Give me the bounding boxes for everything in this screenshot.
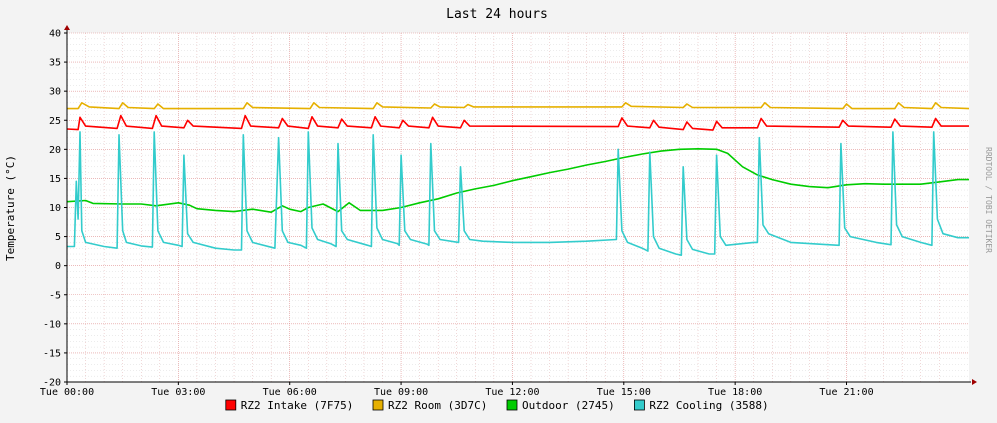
legend: RZ2 Intake (7F75) RZ2 Room (3D7C) Outdoor … bbox=[225, 399, 769, 412]
y-tick-label: 15 bbox=[49, 174, 61, 185]
legend-swatch-1 bbox=[372, 399, 384, 411]
chart-title: Last 24 hours bbox=[446, 7, 548, 22]
y-tick-label: 30 bbox=[49, 87, 61, 98]
y-tick-label: -10 bbox=[43, 319, 61, 330]
x-tick-label: Tue 12:00 bbox=[485, 387, 539, 398]
x-tick-label: Tue 15:00 bbox=[597, 387, 651, 398]
legend-label-0: RZ2 Intake (7F75) bbox=[241, 399, 354, 412]
legend-label-1: RZ2 Room (3D7C) bbox=[388, 399, 487, 412]
legend-label-3: RZ2 Cooling (3588) bbox=[649, 399, 768, 412]
y-tick-label: 35 bbox=[49, 58, 61, 69]
axes bbox=[64, 25, 977, 385]
legend-label-2: Outdoor (2745) bbox=[522, 399, 615, 412]
y-tick-label: 25 bbox=[49, 116, 61, 127]
watermark: RRDTOOL / TOBI OETIKER bbox=[984, 147, 993, 253]
y-tick-label: -5 bbox=[49, 290, 61, 301]
x-tick-label: Tue 06:00 bbox=[263, 387, 317, 398]
y-tick-label: 5 bbox=[55, 232, 61, 243]
y-tick-label: -20 bbox=[43, 378, 61, 389]
series-line-3 bbox=[67, 131, 969, 256]
legend-swatch-0 bbox=[225, 399, 237, 411]
y-axis-arrow bbox=[64, 25, 70, 30]
series-line-1 bbox=[67, 102, 970, 110]
legend-swatch-3 bbox=[634, 399, 645, 411]
x-tick-label: Tue 09:00 bbox=[374, 387, 428, 398]
series-line-0 bbox=[66, 114, 969, 131]
y-tick-label: 10 bbox=[49, 203, 61, 214]
y-tick-label: 0 bbox=[55, 261, 61, 272]
series-line-2 bbox=[66, 148, 969, 213]
y-axis-label: Temperature (°C) bbox=[4, 155, 17, 261]
y-tick-label: 40 bbox=[49, 29, 61, 40]
series-layer bbox=[66, 102, 970, 256]
minor-grid bbox=[67, 33, 969, 382]
x-axis-arrow bbox=[972, 379, 977, 385]
y-tick-labels: 40 35 30 25 20 15 10 5 0 -5 -10 -15 -20 bbox=[43, 29, 61, 389]
x-tick-labels: Tue 00:00 Tue 03:00 Tue 06:00 Tue 09:00 Tue … bbox=[40, 387, 874, 398]
x-tick-label: Tue 00:00 bbox=[40, 387, 94, 398]
y-tick-label: 20 bbox=[49, 145, 61, 156]
legend-swatch-2 bbox=[506, 399, 518, 411]
x-tick-label: Tue 21:00 bbox=[819, 387, 873, 398]
y-tick-label: -15 bbox=[43, 348, 61, 359]
x-tick-label: Tue 03:00 bbox=[151, 387, 205, 398]
x-tick-label: Tue 18:00 bbox=[708, 387, 762, 398]
